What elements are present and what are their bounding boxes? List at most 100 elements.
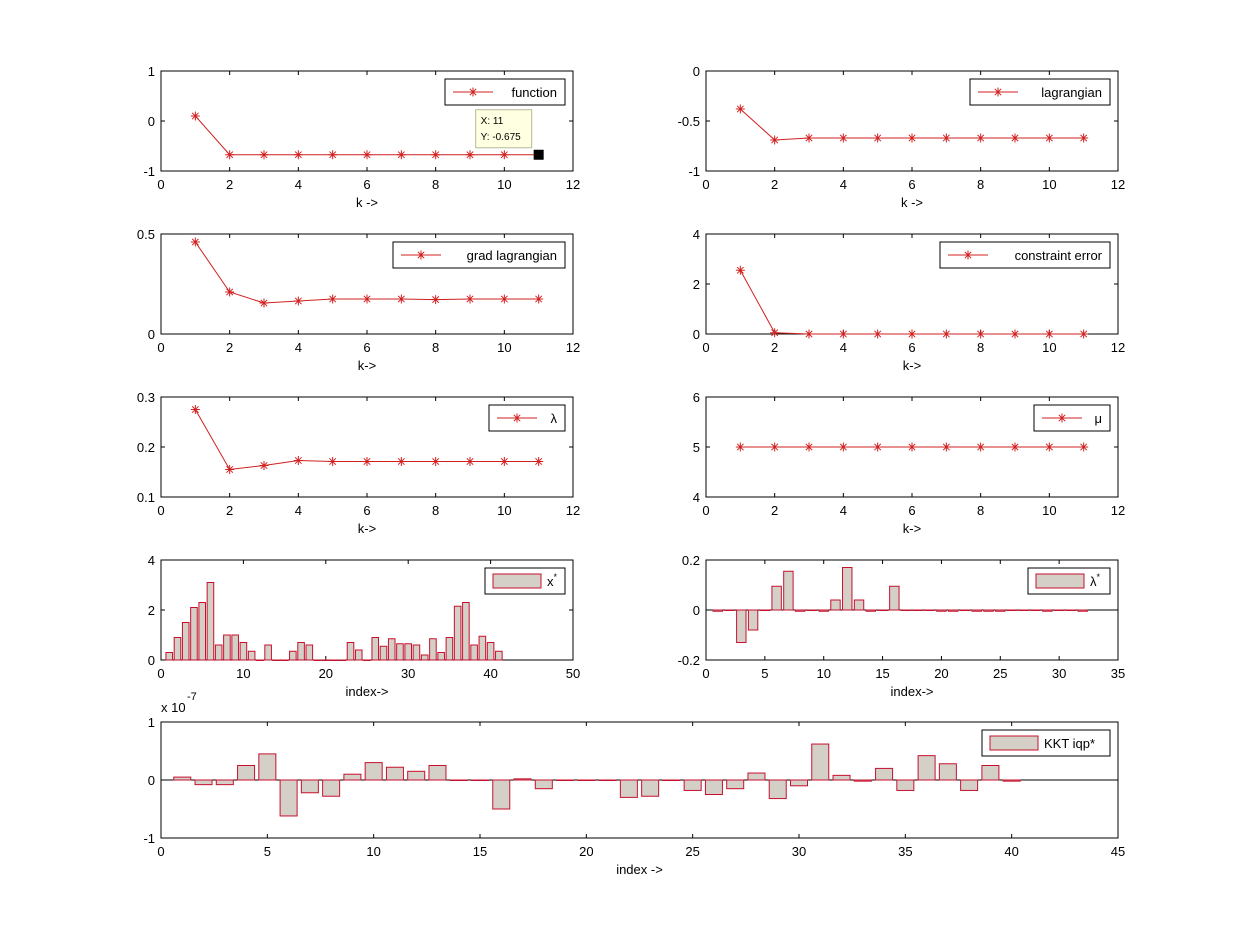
bar — [364, 762, 383, 781]
x-tick-label: 35 — [1111, 666, 1125, 681]
bar — [936, 609, 947, 612]
bar — [379, 645, 388, 661]
bar — [641, 779, 660, 797]
legend-label: μ — [1095, 411, 1103, 426]
bar — [983, 609, 994, 612]
x-axis-label: k-> — [903, 358, 921, 373]
x-tick-label: 20 — [934, 666, 948, 681]
legend-marker — [512, 413, 522, 423]
data-point — [1044, 329, 1054, 339]
data-point — [735, 104, 745, 114]
bar — [470, 779, 490, 781]
x-tick-label: 4 — [295, 503, 302, 518]
x-tick-label: 4 — [840, 340, 847, 355]
bar — [947, 609, 959, 612]
x-tick-label: 0 — [157, 340, 164, 355]
data-point — [976, 442, 986, 452]
bar — [354, 649, 363, 661]
x-tick-label: 40 — [1004, 844, 1018, 859]
bar — [495, 650, 503, 661]
y-tick-label: -1 — [143, 831, 155, 846]
x-tick-label: 6 — [363, 340, 370, 355]
legend: λ — [488, 404, 566, 432]
data-point — [499, 294, 509, 304]
x-tick-label: 0 — [157, 177, 164, 192]
data-point — [976, 329, 986, 339]
legend-label: constraint error — [1015, 248, 1103, 263]
bar — [305, 644, 314, 661]
bar — [449, 779, 468, 781]
bar — [747, 772, 766, 781]
bar — [1018, 609, 1030, 611]
bar — [704, 779, 723, 795]
bar — [237, 765, 256, 781]
y-tick-label: 0 — [148, 327, 155, 342]
data-point — [941, 442, 951, 452]
data-point — [838, 442, 848, 452]
bar — [428, 765, 447, 781]
y-tick-label: 0.5 — [137, 227, 155, 242]
x-tick-label: 10 — [816, 666, 830, 681]
data-point — [1079, 442, 1089, 452]
bar — [279, 779, 298, 817]
legend-marker — [416, 250, 426, 260]
exponent-base: x 10 — [161, 700, 186, 715]
data-point — [804, 442, 814, 452]
data-point — [976, 133, 986, 143]
data-point — [1010, 329, 1020, 339]
bar — [206, 582, 215, 661]
x-tick-label: 25 — [685, 844, 699, 859]
data-point — [362, 294, 372, 304]
y-tick-label: 0 — [148, 653, 155, 668]
bar — [247, 650, 256, 661]
data-point — [804, 329, 814, 339]
data-point — [1079, 133, 1089, 143]
bar — [300, 779, 319, 794]
datatip-x: X: 11 — [481, 116, 504, 127]
bar — [726, 779, 745, 790]
x-tick-label: 10 — [236, 666, 250, 681]
bar — [280, 659, 289, 661]
x-tick-label: 15 — [875, 666, 889, 681]
y-tick-label: 0.3 — [137, 390, 155, 405]
bar — [198, 602, 206, 661]
data-point — [499, 457, 509, 466]
data-point — [499, 150, 509, 160]
legend: μ — [1033, 404, 1111, 432]
x-tick-label: 12 — [566, 340, 580, 355]
data-point — [873, 442, 883, 452]
legend-swatch — [492, 573, 542, 589]
y-tick-label: 4 — [693, 490, 700, 505]
datatip-marker — [533, 149, 544, 160]
datatip: X: 11 Y: -0.675 — [475, 109, 544, 160]
x-tick-label: 2 — [226, 503, 233, 518]
x-tick-label: 6 — [363, 503, 370, 518]
x-tick-label: 20 — [319, 666, 333, 681]
x-tick-label: 12 — [1111, 503, 1125, 518]
bar — [330, 659, 338, 661]
x-tick-label: 2 — [771, 177, 778, 192]
bar — [912, 609, 924, 611]
y-tick-label: -1 — [688, 164, 700, 179]
datatip-y: Y: -0.675 — [481, 132, 521, 143]
y-tick-label: 5 — [693, 440, 700, 455]
x-axis-label: index-> — [891, 684, 934, 699]
bar — [181, 622, 190, 661]
data-point — [225, 150, 235, 160]
legend: λ* — [1027, 567, 1111, 595]
y-tick-label: 0.2 — [682, 553, 700, 568]
bar — [889, 585, 900, 611]
x-tick-label: 0 — [157, 503, 164, 518]
data-point — [259, 298, 269, 308]
bar — [462, 602, 470, 661]
bar — [811, 743, 830, 781]
data-point — [735, 265, 745, 275]
bar — [771, 585, 782, 611]
bar — [1065, 609, 1077, 611]
x-axis-label: index -> — [616, 862, 663, 877]
x-tick-label: 2 — [226, 340, 233, 355]
x-tick-label: 5 — [761, 666, 768, 681]
data-point — [190, 111, 200, 121]
